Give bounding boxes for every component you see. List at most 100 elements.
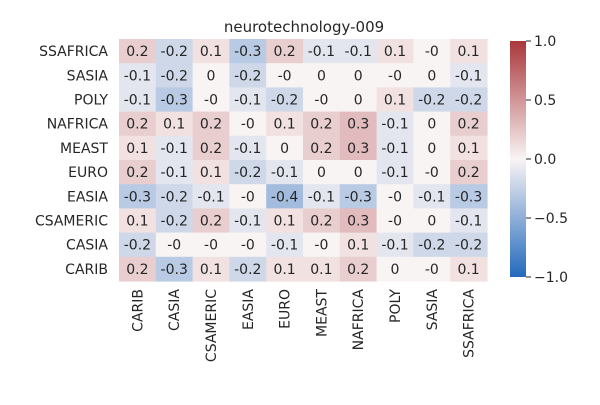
y-tick-label: NAFRICA [47, 117, 109, 133]
heatmap-cell [413, 160, 451, 185]
heatmap-cell [450, 135, 488, 161]
heatmap-cell [229, 208, 267, 234]
cell-value-label: -0.1 [197, 189, 224, 205]
heatmap-cell [339, 184, 378, 209]
colorbar-tick-label: −0.5 [534, 211, 568, 227]
cell-value-label: -0.3 [161, 93, 188, 109]
cell-value-label: -0.2 [161, 214, 188, 230]
heatmap-cell [192, 184, 230, 209]
cell-value-label: -0 [241, 238, 255, 254]
heatmap-cell [450, 63, 488, 88]
heatmap-cell [229, 63, 267, 88]
heatmap-cell [192, 135, 230, 161]
cell-value-label: 0 [317, 68, 326, 84]
cell-value-label: 0 [427, 214, 436, 230]
cell-value-label: -0.1 [381, 117, 408, 133]
x-tick-label: CARIB [130, 289, 146, 332]
y-tick-label: CASIA [66, 238, 108, 254]
colorbar: −1.0 −0.5 0.0 0.5 1.0 [510, 34, 568, 286]
cell-value-label: -0.1 [381, 141, 408, 157]
x-tick-label: NAFRICA [351, 289, 367, 351]
heatmap-cell [450, 256, 488, 282]
heatmap-cell [413, 256, 451, 282]
heatmap-cell [192, 208, 230, 234]
heatmap-cell [413, 63, 451, 88]
x-tick-label: CASIA [167, 289, 183, 331]
cell-value-label: 0.1 [273, 262, 295, 278]
heatmap-cell [450, 184, 488, 209]
cell-value-label: 0.2 [126, 117, 148, 133]
cell-value-label: -0 [314, 238, 328, 254]
cell-value-label: 0.3 [347, 117, 369, 133]
heatmap-cell [229, 87, 267, 113]
heatmap-cell [450, 208, 488, 234]
heatmap-cell [339, 208, 378, 234]
cell-value-label: -0 [388, 189, 402, 205]
heatmap-cell [376, 256, 414, 282]
y-tick-label: CARIB [65, 262, 108, 278]
cell-value-label: 0.1 [457, 44, 479, 60]
cell-value-label: 0 [427, 68, 436, 84]
heatmap-cell [119, 256, 157, 282]
cell-value-label: -0.1 [381, 165, 408, 181]
cell-value-label: -0.1 [234, 214, 261, 230]
cell-value-label: -0.2 [161, 189, 188, 205]
heatmap-cell [229, 39, 267, 64]
cell-value-label: -0 [204, 93, 218, 109]
cell-value-label: -0.1 [381, 238, 408, 254]
cell-value-label: -0.2 [418, 238, 445, 254]
heatmap-cell [119, 39, 157, 64]
cell-value-label: -0.1 [308, 44, 335, 60]
cell-value-label: 0 [207, 68, 216, 84]
cell-value-label: 0.1 [384, 93, 406, 109]
x-tick-label: SSAFRICA [462, 289, 478, 358]
cell-value-label: 0 [391, 262, 400, 278]
cell-value-label: -0 [425, 165, 439, 181]
cell-value-label: 0 [317, 165, 326, 181]
heatmap-cell [119, 87, 157, 113]
cell-value-label: 0.2 [126, 165, 148, 181]
heatmap-cell [303, 232, 341, 258]
cell-value-label: 0.1 [126, 141, 148, 157]
heatmap-cell [376, 39, 414, 64]
heatmap-cell [229, 111, 267, 137]
cell-value-label: 0 [354, 68, 363, 84]
heatmap-cell [229, 232, 267, 258]
heatmap-cell [339, 232, 378, 258]
x-tick-label: EURO [278, 289, 294, 329]
cell-value-label: 0.2 [200, 141, 222, 157]
heatmap-cell [450, 160, 488, 185]
cell-value-label: -0.3 [455, 189, 482, 205]
cell-value-label: 0.2 [310, 141, 332, 157]
cell-value-label: 0.2 [457, 165, 479, 181]
cell-value-label: -0 [241, 189, 255, 205]
cell-value-label: -0 [425, 262, 439, 278]
heatmap-cell [119, 160, 157, 185]
heatmap-cell [229, 184, 267, 209]
cell-value-label: -0.2 [455, 238, 482, 254]
cell-value-label: 0 [354, 165, 363, 181]
heatmap-cell [266, 39, 304, 64]
heatmap-cell [266, 256, 304, 282]
x-tick-label: CSAMERIC [204, 289, 220, 362]
heatmap-cell [192, 39, 230, 64]
x-tick-label: MEAST [314, 289, 330, 337]
heatmap-cell [303, 256, 341, 282]
heatmap-cell [339, 160, 378, 185]
cell-value-label: -0 [425, 44, 439, 60]
cell-value-label: -0.4 [271, 189, 298, 205]
heatmap-cell [303, 135, 341, 161]
heatmap-cell [376, 184, 414, 209]
y-tick-label: MEAST [60, 141, 108, 157]
x-tick-label: EASIA [241, 289, 257, 330]
heatmap-cell [155, 232, 194, 258]
heatmap-cell [376, 63, 414, 88]
heatmap-cell [155, 111, 194, 137]
heatmap-cell [192, 256, 230, 282]
heatmap-cell [413, 87, 451, 113]
cell-value-label: 0.1 [200, 165, 222, 181]
heatmap-cell [229, 135, 267, 161]
heatmap-cell [376, 135, 414, 161]
x-axis-tick-labels: CARIB CASIA CSAMERIC EASIA EURO MEAST NAFRICA P… [130, 289, 477, 362]
